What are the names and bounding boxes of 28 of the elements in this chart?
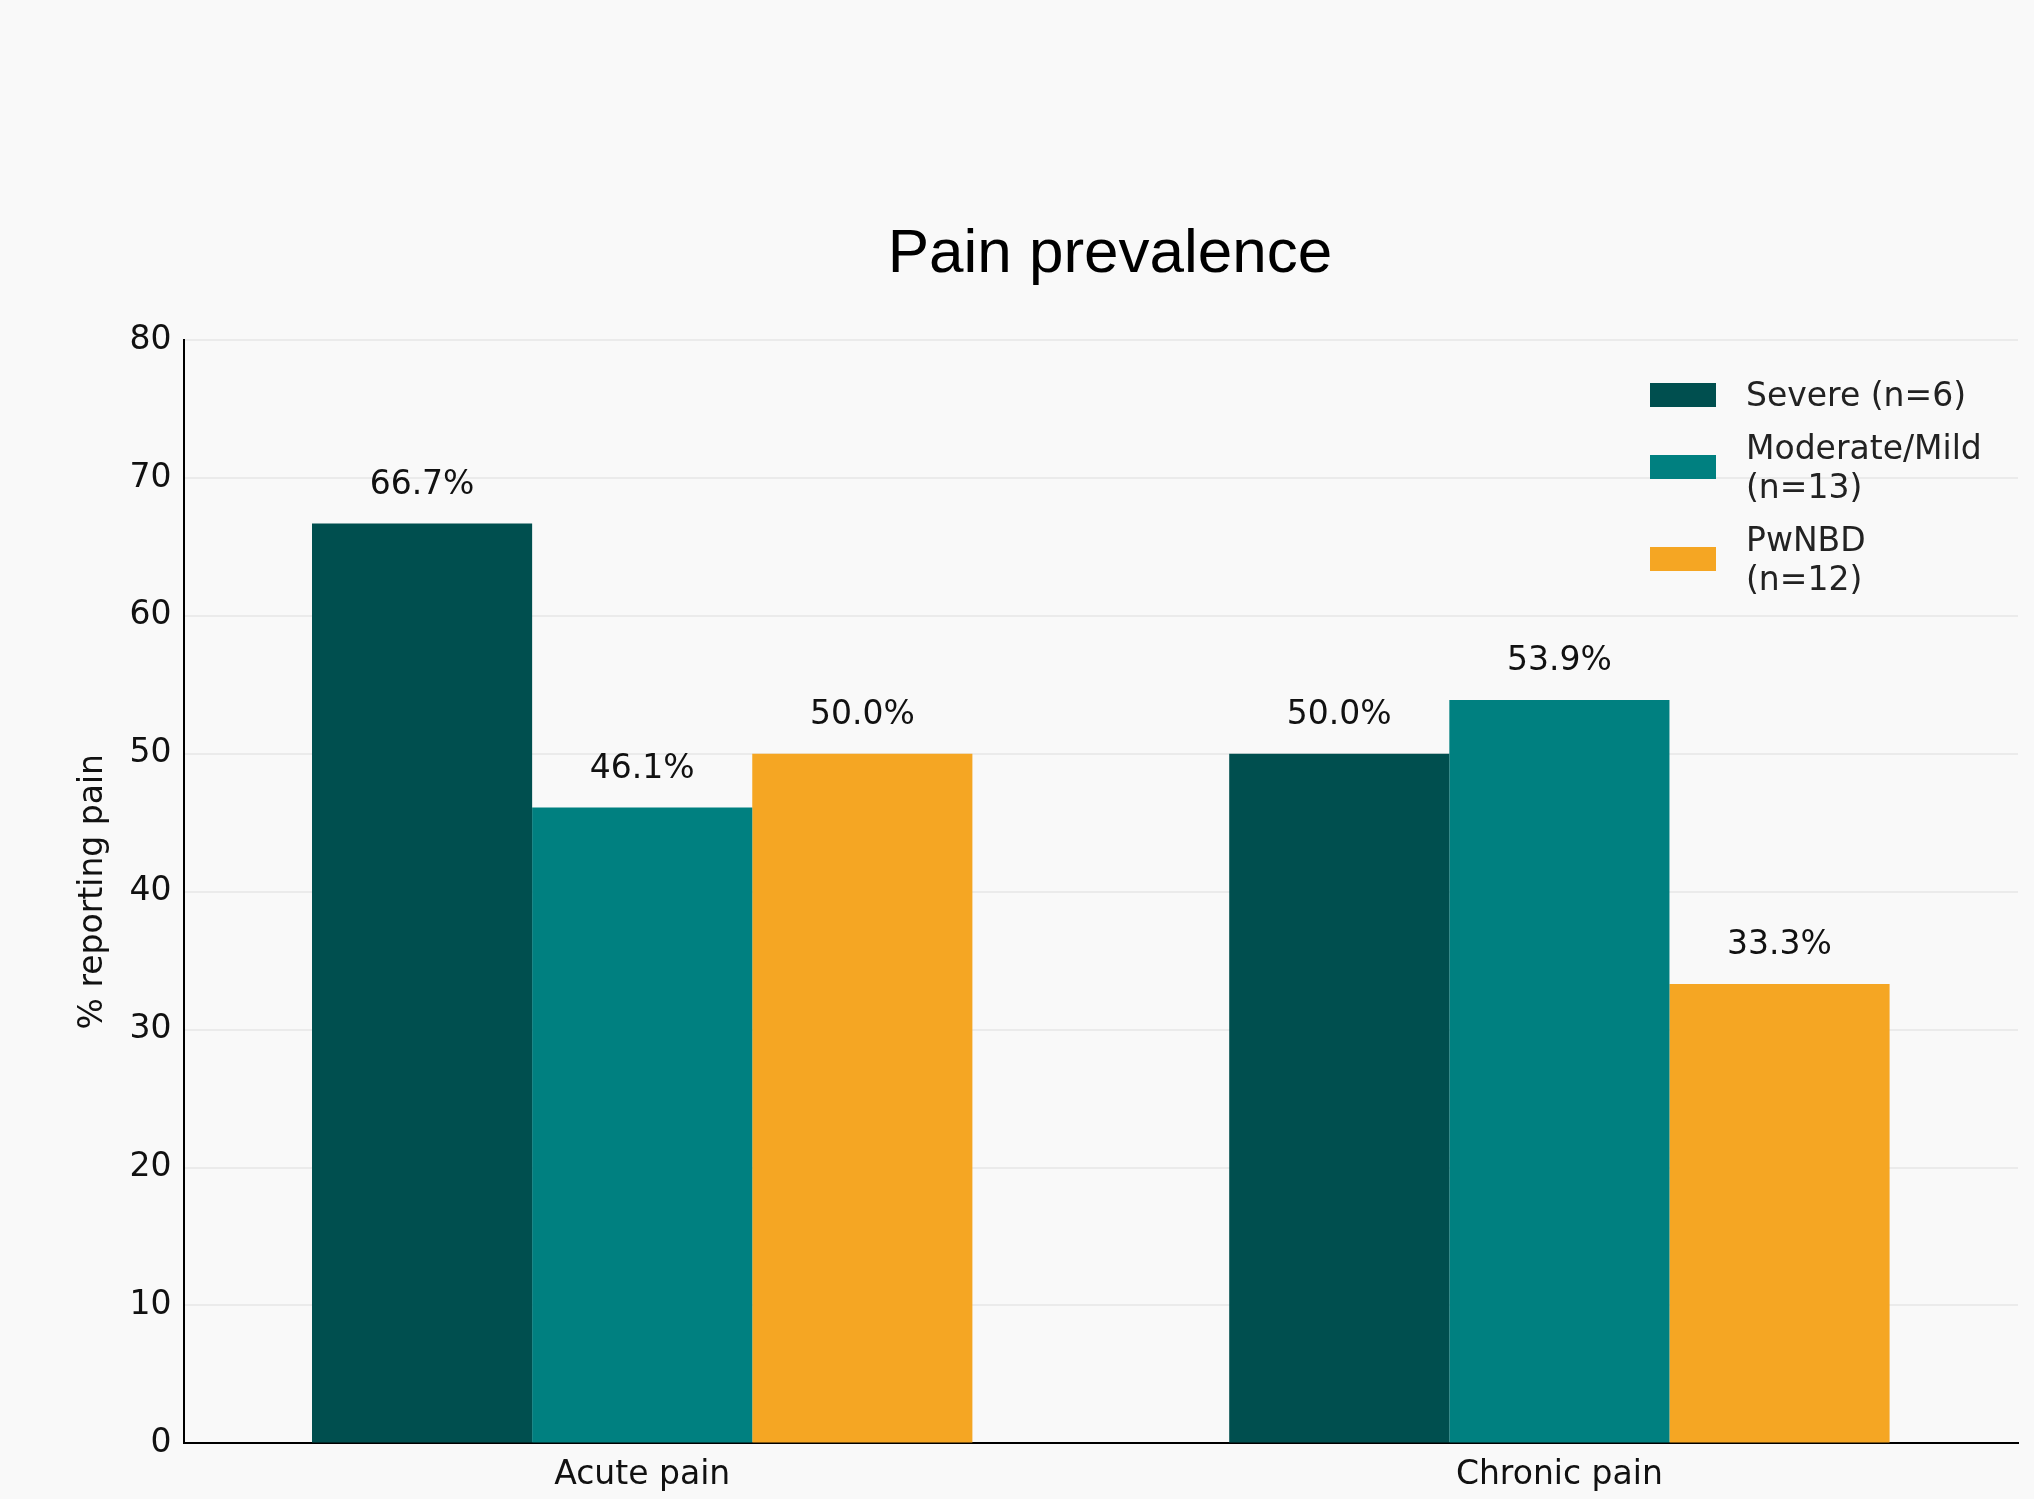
x-tick-label: Chronic pain [1455,1452,1663,1492]
data-label: 50.0% [1286,692,1392,732]
chart-title: Pain prevalence [886,215,1334,286]
bar [1669,984,1890,1443]
y-tick-label: 30 [129,1007,172,1047]
legend-label: PwNBD (n=12) [1746,520,1867,598]
data-label: 53.9% [1506,639,1612,679]
data-label: 50.0% [809,692,915,732]
y-tick-label: 0 [150,1420,172,1460]
y-tick-label: 70 [129,455,172,495]
bar [532,807,753,1443]
y-tick-label: 10 [129,1283,172,1323]
y-tick-label: 80 [129,317,172,357]
y-axis-title: % reporting pain [71,753,111,1030]
y-tick-label: 60 [129,593,172,633]
x-tick-label: Acute pain [554,1452,731,1492]
y-tick-label: 20 [129,1145,172,1185]
bar [312,523,533,1443]
data-label: 66.7% [369,462,475,502]
legend-label: Severe (n=6) [1746,375,1968,414]
y-tick-label: 40 [129,869,172,909]
bar [1449,699,1670,1443]
bar [1229,753,1450,1443]
bar [752,753,973,1443]
y-tick-label: 50 [129,731,172,771]
legend-label: Moderate/Mild (n=13) [1746,428,1982,506]
data-label: 33.3% [1727,923,1832,963]
data-label: 46.1% [589,746,695,786]
